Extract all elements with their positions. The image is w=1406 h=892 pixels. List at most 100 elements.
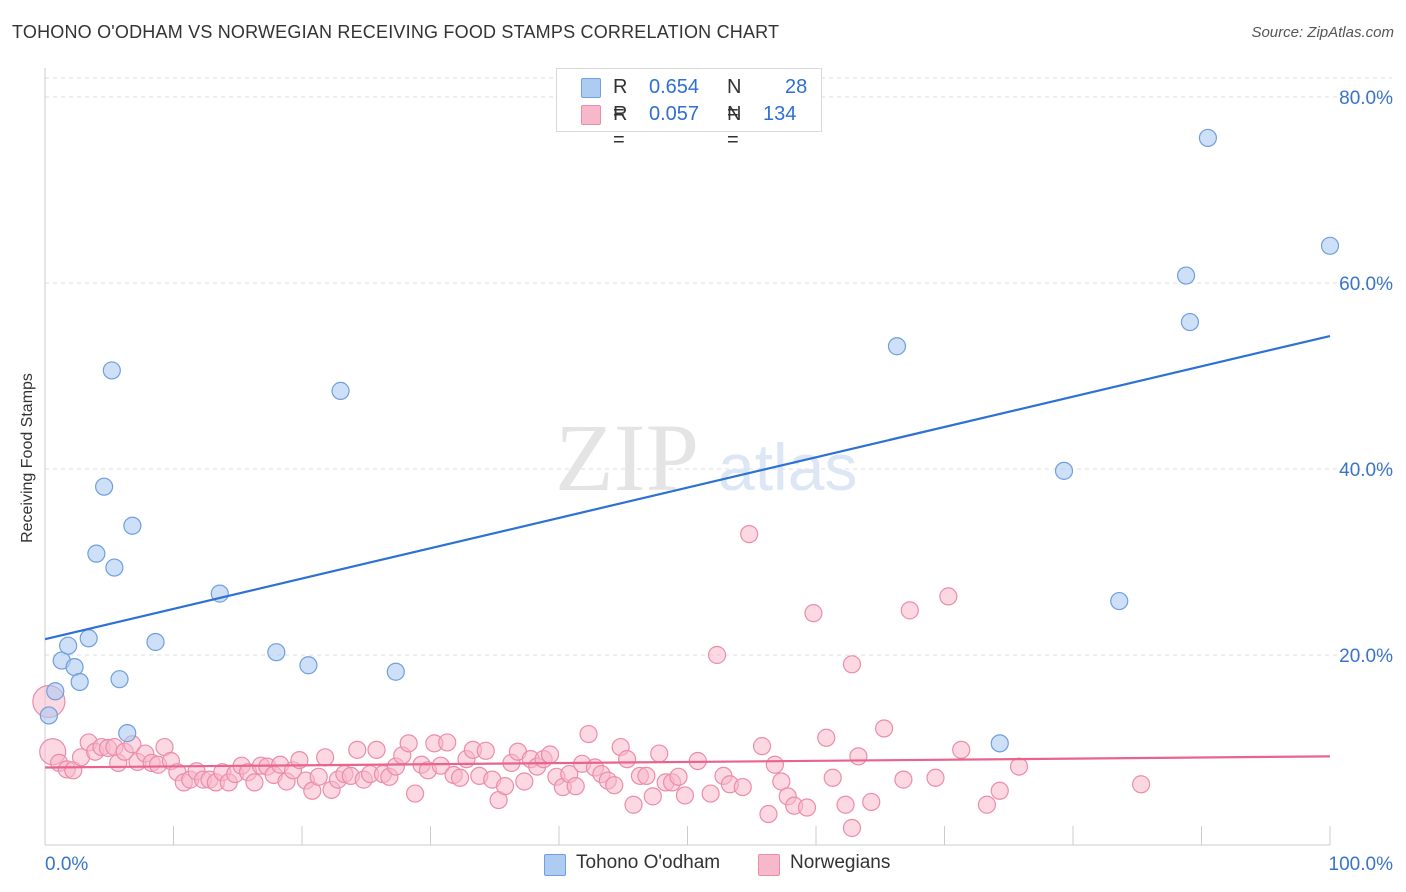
stats-legend: R = 0.654 N = 28 R = 0.057 N = 134 bbox=[556, 68, 822, 151]
tohono-point bbox=[95, 477, 114, 496]
x-tick-label: 100.0% bbox=[1329, 854, 1394, 875]
tohono-point bbox=[299, 656, 318, 675]
norwegians-point bbox=[431, 756, 450, 775]
norwegians-point bbox=[842, 818, 862, 838]
norwegians-point bbox=[733, 777, 752, 797]
tohono-point bbox=[39, 706, 58, 725]
norwegians-point bbox=[605, 776, 624, 795]
y-tick-label: 20.0% bbox=[1339, 646, 1393, 667]
norwegians-point bbox=[804, 604, 823, 623]
norwegians-point bbox=[566, 777, 585, 796]
norwegians-point bbox=[348, 740, 367, 759]
tohono-point bbox=[59, 636, 78, 655]
legend-r-label: R = bbox=[613, 76, 628, 124]
tohono-point bbox=[990, 734, 1009, 753]
y-tick-label: 80.0% bbox=[1339, 88, 1393, 109]
norwegians-point bbox=[643, 787, 662, 806]
norwegians-point bbox=[990, 781, 1009, 800]
legend-n-label: N = bbox=[727, 103, 742, 151]
tohono-trend-line bbox=[44, 334, 1331, 641]
norwegians-point bbox=[900, 601, 919, 620]
norwegians-point bbox=[624, 795, 643, 814]
tohono-point bbox=[1320, 236, 1340, 255]
tohono-point bbox=[87, 544, 106, 563]
norwegians-point bbox=[650, 744, 669, 763]
tohono-point bbox=[70, 672, 89, 692]
norwegians-point bbox=[939, 587, 958, 606]
tohono-point bbox=[386, 662, 405, 681]
norwegians-point bbox=[450, 768, 470, 787]
tohono-point bbox=[1180, 312, 1200, 332]
norwegians-point bbox=[977, 795, 997, 814]
tohono-point bbox=[1198, 128, 1218, 148]
norwegians-point bbox=[476, 741, 495, 760]
legend-r-value: 0.654 bbox=[649, 76, 700, 98]
tohono-point bbox=[46, 682, 65, 701]
tohono-point bbox=[79, 629, 98, 648]
norwegians-point bbox=[540, 745, 560, 764]
tohono-point bbox=[105, 558, 124, 577]
x-tick-label: 0.0% bbox=[45, 854, 88, 875]
norwegians-point bbox=[823, 768, 842, 787]
norwegians-point bbox=[316, 748, 335, 767]
norwegians-point bbox=[849, 747, 868, 766]
norwegians-point bbox=[495, 777, 515, 796]
norwegians-point bbox=[579, 724, 598, 744]
norwegians-point bbox=[1009, 757, 1029, 776]
y-tick-label: 60.0% bbox=[1339, 274, 1393, 295]
norwegians-point bbox=[952, 740, 971, 759]
legend-r-value: 0.057 bbox=[649, 103, 700, 125]
legend-r-label: R = bbox=[613, 103, 628, 151]
source-label: Source: ZipAtlas.com bbox=[1251, 24, 1394, 41]
tohono-point bbox=[110, 670, 129, 689]
norwegians-point bbox=[405, 784, 425, 803]
legend-n-label: N = bbox=[727, 76, 742, 124]
norwegians-point bbox=[842, 655, 862, 674]
tohono-point bbox=[118, 724, 137, 743]
bottom-legend-label: Tohono O'odham bbox=[576, 852, 721, 873]
tohono-point bbox=[146, 632, 165, 652]
norwegians-point bbox=[675, 786, 695, 805]
tohono-point bbox=[1176, 266, 1196, 285]
y-tick-label: 40.0% bbox=[1339, 460, 1393, 481]
norwegians-trend-line bbox=[44, 755, 1331, 769]
tohono-point bbox=[1110, 591, 1129, 611]
legend-swatch-blue bbox=[581, 78, 601, 98]
chart-title: TOHONO O'ODHAM VS NORWEGIAN RECEIVING FO… bbox=[12, 22, 780, 42]
watermark: ZIP atlas bbox=[555, 404, 857, 511]
norwegians-point bbox=[1132, 775, 1151, 794]
norwegians-points bbox=[32, 524, 1151, 838]
norwegians-point bbox=[399, 734, 418, 753]
norwegians-point bbox=[862, 792, 881, 812]
tohono-point bbox=[102, 361, 121, 380]
bottom-legend-label: Norwegians bbox=[790, 852, 891, 873]
norwegians-point bbox=[759, 804, 778, 824]
legend-swatch-pink bbox=[581, 105, 601, 125]
norwegians-point bbox=[894, 770, 913, 789]
norwegians-point bbox=[707, 645, 727, 665]
norwegians-point bbox=[245, 773, 264, 792]
norwegians-point bbox=[765, 755, 784, 774]
norwegians-point bbox=[515, 772, 534, 791]
tohono-point bbox=[331, 381, 350, 400]
gridlines bbox=[45, 77, 1392, 656]
norwegians-point bbox=[637, 766, 656, 786]
norwegians-point bbox=[740, 524, 759, 544]
tohono-points bbox=[39, 128, 1340, 753]
watermark-zip: ZIP bbox=[555, 404, 699, 511]
tohono-point bbox=[1054, 461, 1074, 480]
norwegians-point bbox=[309, 767, 328, 786]
norwegians-point bbox=[367, 740, 386, 759]
norwegians-point bbox=[752, 737, 772, 756]
watermark-atlas: atlas bbox=[718, 430, 857, 504]
norwegians-point bbox=[836, 795, 855, 814]
norwegians-point bbox=[875, 719, 894, 738]
norwegians-point bbox=[797, 798, 817, 817]
norwegians-point bbox=[669, 767, 688, 786]
norwegians-point bbox=[438, 733, 457, 752]
norwegians-point bbox=[817, 728, 836, 747]
bottom-legend-swatch-blue bbox=[544, 854, 566, 876]
norwegians-point bbox=[701, 784, 720, 803]
norwegians-point bbox=[926, 768, 945, 787]
